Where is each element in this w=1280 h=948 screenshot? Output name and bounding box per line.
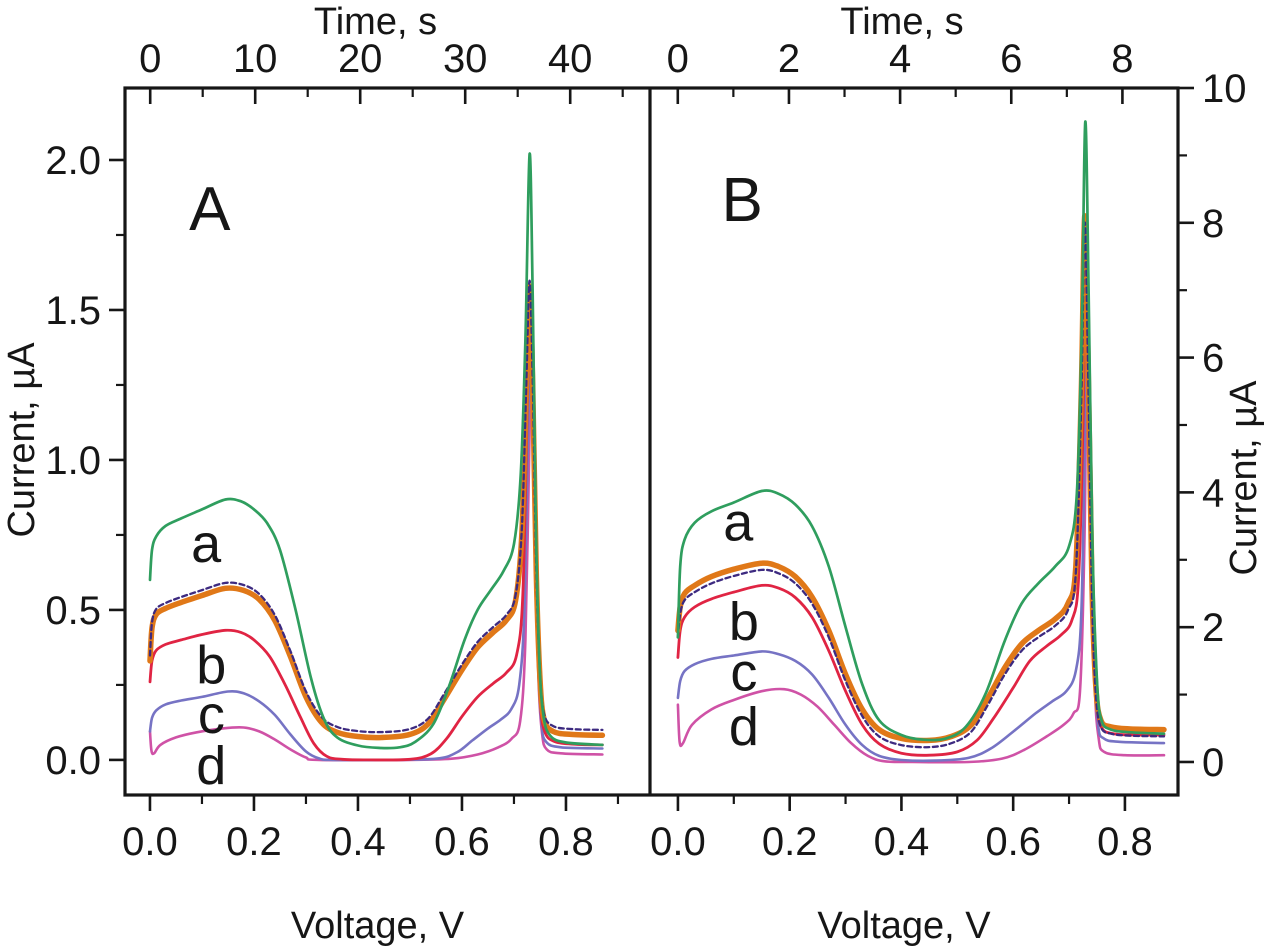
y-axis-title-A: Current, µA <box>1 342 43 538</box>
curve-label-c-B: c <box>730 642 757 702</box>
top-tick-label: 0 <box>667 37 689 81</box>
bottom-tick-label: 0.4 <box>874 820 930 864</box>
curve-a-B <box>676 120 1166 742</box>
top-tick-label: 20 <box>338 37 383 81</box>
curve-label-d-A: d <box>196 736 226 796</box>
bottom-tick-label: 0.0 <box>122 820 178 864</box>
top-tick-label: 2 <box>778 37 800 81</box>
bottom-tick-label: 0.8 <box>538 820 594 864</box>
y-tick-label: 8 <box>1202 202 1224 246</box>
y-tick-label: 1.0 <box>45 439 101 483</box>
curve-label-a-A: a <box>191 514 222 574</box>
top-tick-label: 4 <box>889 37 911 81</box>
top-axis-title-A: Time, s <box>314 1 437 43</box>
curve-label-b-A: b <box>196 635 226 695</box>
curve-label-c-A: c <box>198 685 225 745</box>
top-axis-title-B: Time, s <box>840 1 963 43</box>
y-axis-title-B: Current, µA <box>1223 380 1265 576</box>
curve-label-d-B: d <box>729 697 759 757</box>
curve-label-b-B: b <box>729 592 759 652</box>
panel-A: dcb a A 0 10 20 30 40 Time, s 0.0 0.2 0.4 0.6 0.8 Volt… <box>1 1 624 947</box>
top-tick-label: 6 <box>1000 37 1022 81</box>
y-tick-label: 10 <box>1202 67 1247 111</box>
bottom-tick-label: 0.4 <box>330 820 386 864</box>
y-tick-label: 0 <box>1202 741 1224 785</box>
bottom-tick-label: 0.8 <box>1097 820 1153 864</box>
curve-a-A <box>148 152 604 750</box>
panel-letter-A: A <box>189 175 231 244</box>
y-tick-label: 6 <box>1202 337 1224 381</box>
top-tick-label: 0 <box>139 37 161 81</box>
y-tick-label: 2 <box>1202 606 1224 650</box>
top-tick-label: 10 <box>233 37 278 81</box>
curves-B <box>675 120 1167 764</box>
top-tick-label: 8 <box>1111 37 1133 81</box>
y-tick-label: 4 <box>1202 471 1224 515</box>
bottom-tick-label: 0.6 <box>434 820 490 864</box>
bottom-tick-label: 0.0 <box>650 820 706 864</box>
frame <box>123 86 1180 797</box>
bottom-axis-title-A: Voltage, V <box>291 905 465 947</box>
bottom-tick-label: 0.6 <box>985 820 1041 864</box>
y-tick-label: 2.0 <box>45 139 101 183</box>
bottom-tick-label: 0.2 <box>226 820 282 864</box>
bottom-axis-title-B: Voltage, V <box>817 905 991 947</box>
curve-band-repeat-B <box>676 221 1166 749</box>
bottom-tick-label: 0.2 <box>762 820 818 864</box>
panel-letter-B: B <box>722 166 763 235</box>
curves-A <box>147 152 606 762</box>
top-tick-label: 30 <box>443 37 488 81</box>
y-tick-label: 1.5 <box>45 289 101 333</box>
y-tick-label: 0.0 <box>45 739 101 783</box>
curve-label-a-B: a <box>723 493 754 553</box>
top-tick-label: 40 <box>548 37 593 81</box>
y-tick-label: 0.5 <box>45 589 101 633</box>
